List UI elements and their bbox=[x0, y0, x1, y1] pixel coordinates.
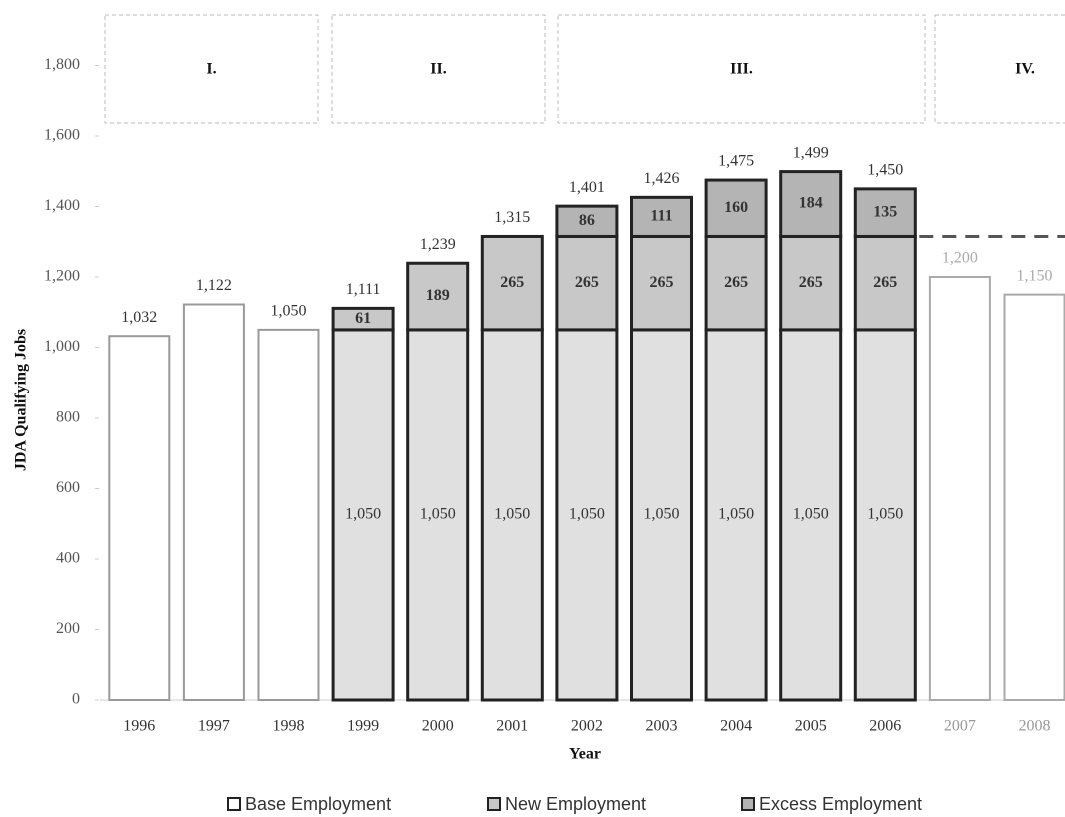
segment-label: 61 bbox=[355, 310, 371, 327]
segment-label: 1,050 bbox=[718, 506, 754, 523]
bar-segment bbox=[108, 335, 171, 701]
legend-swatch bbox=[487, 797, 501, 811]
x-tick-label: 2007 bbox=[944, 718, 976, 735]
total-label: 1,239 bbox=[420, 236, 456, 253]
legend-swatch bbox=[227, 797, 241, 811]
segment-label: 1,050 bbox=[569, 506, 605, 523]
segment-label: 135 bbox=[873, 203, 897, 220]
total-label: 1,200 bbox=[942, 250, 978, 267]
segment-label: 189 bbox=[426, 287, 450, 304]
phase-box bbox=[557, 14, 926, 124]
legend-label: Excess Employment bbox=[759, 794, 922, 814]
phase-box bbox=[104, 14, 319, 124]
phase-label: I. bbox=[206, 61, 216, 78]
y-tick-label: 600 bbox=[56, 479, 80, 496]
bar-segment bbox=[1003, 293, 1065, 701]
bar-segment bbox=[928, 276, 991, 701]
segment-label: 265 bbox=[650, 274, 674, 291]
segment-label: 1,050 bbox=[867, 506, 903, 523]
y-tick-label: 1,800 bbox=[44, 56, 80, 73]
legend-swatch bbox=[741, 797, 755, 811]
total-label: 1,032 bbox=[121, 309, 157, 326]
total-label: 1,499 bbox=[793, 144, 829, 161]
segment-label: 184 bbox=[799, 195, 823, 212]
bar-segment bbox=[704, 328, 768, 702]
phase-box bbox=[934, 14, 1065, 124]
total-label: 1,401 bbox=[569, 179, 605, 196]
bar-segment bbox=[331, 306, 395, 332]
bar-segment bbox=[779, 234, 843, 332]
x-tick-label: 1996 bbox=[123, 718, 155, 735]
phase-label: II. bbox=[430, 61, 446, 78]
x-tick-label: 2005 bbox=[795, 718, 827, 735]
bar-segment bbox=[853, 234, 917, 332]
segment-label: 1,050 bbox=[345, 506, 381, 523]
total-label: 1,450 bbox=[867, 162, 903, 179]
x-axis-label: Year bbox=[569, 746, 601, 763]
segment-label: 160 bbox=[724, 199, 748, 216]
segment-label: 1,050 bbox=[494, 506, 530, 523]
x-tick-label: 2000 bbox=[422, 718, 454, 735]
bar-segment bbox=[182, 303, 245, 701]
bar-segment bbox=[480, 234, 544, 332]
bar-segment bbox=[704, 178, 768, 238]
y-tick-label: 0 bbox=[72, 691, 80, 708]
y-axis-label: JDA Qualifying Jobs bbox=[13, 329, 30, 471]
total-label: 1,150 bbox=[1017, 267, 1053, 284]
legend-label: Base Employment bbox=[245, 794, 391, 814]
y-tick-label: 1,600 bbox=[44, 127, 80, 144]
segment-label: 265 bbox=[799, 274, 823, 291]
x-tick-label: 2004 bbox=[720, 718, 752, 735]
bar-segment bbox=[480, 328, 544, 702]
bar-segment bbox=[406, 261, 470, 332]
total-label: 1,315 bbox=[494, 209, 530, 226]
segment-label: 1,050 bbox=[644, 506, 680, 523]
x-tick-label: 2008 bbox=[1019, 718, 1051, 735]
x-tick-label: 2003 bbox=[646, 718, 678, 735]
y-tick-label: 400 bbox=[56, 550, 80, 567]
x-tick-label: 1999 bbox=[347, 718, 379, 735]
bar-segment bbox=[853, 328, 917, 702]
bar-segment bbox=[630, 234, 693, 332]
x-tick-label: 2006 bbox=[869, 718, 901, 735]
legend-label: New Employment bbox=[505, 794, 646, 814]
x-tick-label: 1997 bbox=[198, 718, 230, 735]
y-tick-label: 1,200 bbox=[44, 268, 80, 285]
x-tick-label: 1998 bbox=[273, 718, 305, 735]
bar-segment bbox=[555, 204, 619, 238]
bar-segment bbox=[704, 234, 768, 332]
x-tick-label: 2001 bbox=[496, 718, 528, 735]
phase-label: III. bbox=[730, 61, 753, 78]
bar-segment bbox=[853, 187, 917, 238]
segment-label: 111 bbox=[650, 208, 672, 225]
bar-segment bbox=[406, 328, 470, 702]
bar-segment bbox=[555, 234, 619, 332]
segment-label: 86 bbox=[579, 212, 595, 229]
bar-segment bbox=[779, 170, 843, 238]
bar-segment bbox=[331, 328, 395, 702]
segment-label: 1,050 bbox=[793, 506, 829, 523]
segment-label: 265 bbox=[575, 274, 599, 291]
total-label: 1,122 bbox=[196, 277, 232, 294]
x-tick-label: 2002 bbox=[571, 718, 603, 735]
total-label: 1,050 bbox=[271, 303, 307, 320]
bar-segment bbox=[630, 195, 693, 238]
segment-label: 265 bbox=[724, 274, 748, 291]
phase-box bbox=[331, 14, 546, 124]
segment-label: 265 bbox=[873, 274, 897, 291]
phase-label: IV. bbox=[1015, 61, 1035, 78]
total-label: 1,426 bbox=[644, 170, 680, 187]
segment-label: 1,050 bbox=[420, 506, 456, 523]
total-label: 1,111 bbox=[346, 281, 381, 298]
y-tick-label: 800 bbox=[56, 409, 80, 426]
total-label: 1,475 bbox=[718, 153, 754, 170]
y-tick-label: 1,000 bbox=[44, 338, 80, 355]
y-tick-label: 1,400 bbox=[44, 197, 80, 214]
y-tick-label: 200 bbox=[56, 620, 80, 637]
bar-segment bbox=[257, 328, 320, 701]
segment-label: 265 bbox=[500, 274, 524, 291]
